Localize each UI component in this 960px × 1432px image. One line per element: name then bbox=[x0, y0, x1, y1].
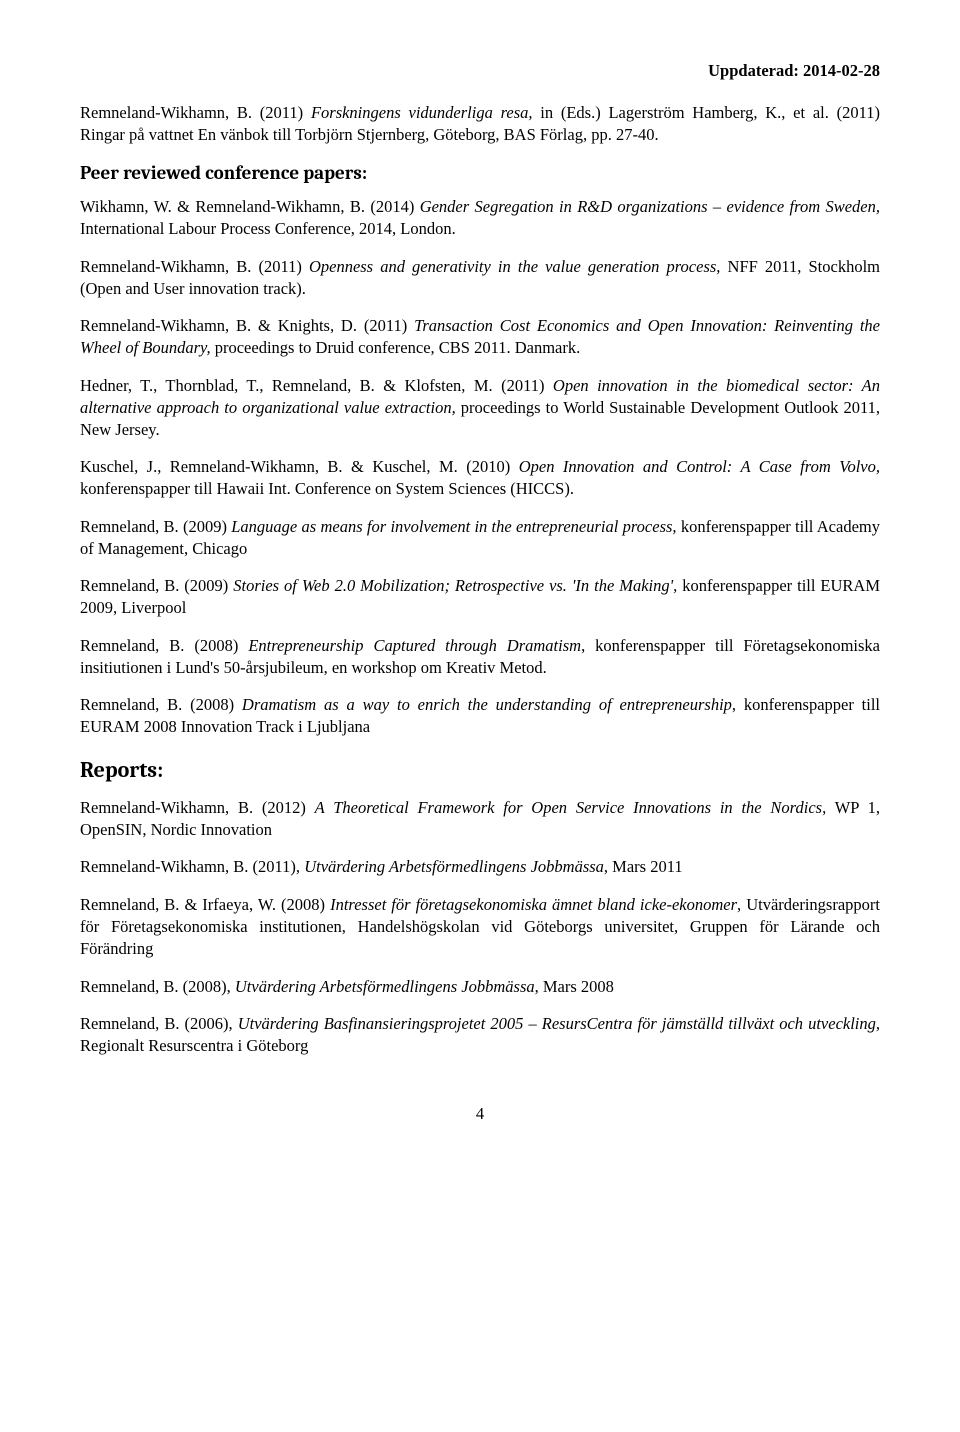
report-entry-1: Remneland-Wikhamn, B. (2011), Utvärderin… bbox=[80, 856, 880, 878]
peer-entry-0-prefix: Wikhamn, W. & Remneland-Wikhamn, B. (201… bbox=[80, 197, 420, 216]
peer-entry-4-suffix: konferenspapper till Hawaii Int. Confere… bbox=[80, 479, 574, 498]
report-entry-1-italic: Utvärdering Arbetsförmedlingens Jobbmäss… bbox=[304, 857, 604, 876]
peer-entry-4-prefix: Kuschel, J., Remneland-Wikhamn, B. & Kus… bbox=[80, 457, 519, 476]
report-entry-3-suffix: , Mars 2008 bbox=[535, 977, 614, 996]
peer-entry-5-prefix: Remneland, B. (2009) bbox=[80, 517, 231, 536]
peer-entry-7: Remneland, B. (2008) Entrepreneurship Ca… bbox=[80, 635, 880, 679]
peer-entry-8-prefix: Remneland, B. (2008) bbox=[80, 695, 242, 714]
report-entry-0-italic: A Theoretical Framework for Open Service… bbox=[315, 798, 822, 817]
report-entry-2: Remneland, B. & Irfaeya, W. (2008) Intre… bbox=[80, 894, 880, 959]
peer-entry-2-prefix: Remneland-Wikhamn, B. & Knights, D. (201… bbox=[80, 316, 414, 335]
report-entry-0-prefix: Remneland-Wikhamn, B. (2012) bbox=[80, 798, 315, 817]
peer-entry-4-italic: Open Innovation and Control: A Case from… bbox=[519, 457, 880, 476]
peer-entry-1-prefix: Remneland-Wikhamn, B. (2011) bbox=[80, 257, 309, 276]
peer-entry-3: Hedner, T., Thornblad, T., Remneland, B.… bbox=[80, 375, 880, 440]
report-entry-3-prefix: Remneland, B. (2008), bbox=[80, 977, 235, 996]
report-entry-0: Remneland-Wikhamn, B. (2012) A Theoretic… bbox=[80, 797, 880, 841]
report-entry-3-italic: Utvärdering Arbetsförmedlingens Jobbmäss… bbox=[235, 977, 535, 996]
peer-entry-5-italic: Language as means for involvement in the… bbox=[231, 517, 676, 536]
reports-list: Remneland-Wikhamn, B. (2012) A Theoretic… bbox=[80, 797, 880, 1057]
report-entry-3: Remneland, B. (2008), Utvärdering Arbets… bbox=[80, 976, 880, 998]
intro-entry: Remneland-Wikhamn, B. (2011) Forskningen… bbox=[80, 102, 880, 146]
peer-entry-7-italic: Entrepreneurship Captured through Dramat… bbox=[248, 636, 581, 655]
updated-header: Uppdaterad: 2014-02-28 bbox=[80, 60, 880, 82]
peer-entry-7-prefix: Remneland, B. (2008) bbox=[80, 636, 248, 655]
peer-entry-4: Kuschel, J., Remneland-Wikhamn, B. & Kus… bbox=[80, 456, 880, 500]
peer-reviewed-heading: Peer reviewed conference papers: bbox=[80, 161, 880, 186]
peer-entry-2: Remneland-Wikhamn, B. & Knights, D. (201… bbox=[80, 315, 880, 359]
intro-italic: Forskningens vidunderliga resa, bbox=[311, 103, 533, 122]
peer-entry-6-prefix: Remneland, B. (2009) bbox=[80, 576, 233, 595]
peer-entry-6-italic: Stories of Web 2.0 Mobilization; Retrosp… bbox=[233, 576, 677, 595]
intro-prefix: Remneland-Wikhamn, B. (2011) bbox=[80, 103, 311, 122]
page-number: 4 bbox=[80, 1103, 880, 1125]
report-entry-1-suffix: , Mars 2011 bbox=[604, 857, 683, 876]
report-entry-1-prefix: Remneland-Wikhamn, B. (2011), bbox=[80, 857, 304, 876]
peer-entry-0-suffix: International Labour Process Conference,… bbox=[80, 219, 456, 238]
report-entry-4-suffix: Regionalt Resurscentra i Göteborg bbox=[80, 1036, 308, 1055]
peer-entry-1-italic: Openness and generativity in the value g… bbox=[309, 257, 720, 276]
report-entry-4: Remneland, B. (2006), Utvärdering Basfin… bbox=[80, 1013, 880, 1057]
peer-entry-0: Wikhamn, W. & Remneland-Wikhamn, B. (201… bbox=[80, 196, 880, 240]
peer-entry-2-suffix: proceedings to Druid conference, CBS 201… bbox=[211, 338, 581, 357]
report-entry-4-prefix: Remneland, B. (2006), bbox=[80, 1014, 238, 1033]
peer-list: Wikhamn, W. & Remneland-Wikhamn, B. (201… bbox=[80, 196, 880, 738]
peer-entry-5: Remneland, B. (2009) Language as means f… bbox=[80, 516, 880, 560]
peer-entry-0-italic: Gender Segregation in R&D organizations … bbox=[420, 197, 880, 216]
peer-entry-1: Remneland-Wikhamn, B. (2011) Openness an… bbox=[80, 256, 880, 300]
report-entry-2-italic: Intresset för företagsekonomiska ämnet b… bbox=[330, 895, 737, 914]
peer-entry-8: Remneland, B. (2008) Dramatism as a way … bbox=[80, 694, 880, 738]
reports-heading: Reports: bbox=[80, 756, 880, 785]
report-entry-2-prefix: Remneland, B. & Irfaeya, W. (2008) bbox=[80, 895, 330, 914]
peer-entry-6: Remneland, B. (2009) Stories of Web 2.0 … bbox=[80, 575, 880, 619]
peer-entry-8-italic: Dramatism as a way to enrich the underst… bbox=[242, 695, 732, 714]
peer-entry-3-prefix: Hedner, T., Thornblad, T., Remneland, B.… bbox=[80, 376, 553, 395]
report-entry-4-italic: Utvärdering Basfinansieringsprojetet 200… bbox=[238, 1014, 880, 1033]
